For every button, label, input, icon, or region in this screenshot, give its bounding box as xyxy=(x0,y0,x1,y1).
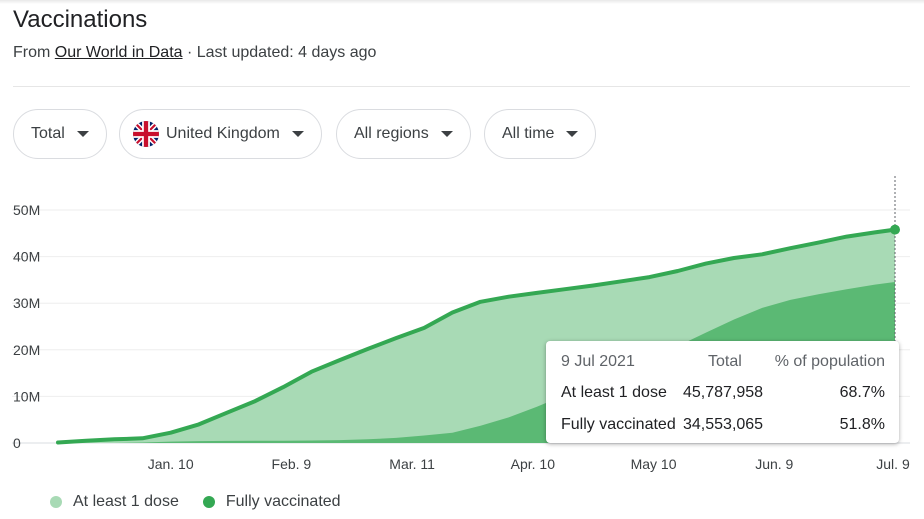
x-tick-label: Mar. 11 xyxy=(389,456,435,472)
chevron-down-icon xyxy=(76,131,89,137)
source-link[interactable]: Our World in Data xyxy=(54,44,183,61)
y-tick-label: 0 xyxy=(13,435,21,451)
top-shadow xyxy=(0,0,924,4)
legend-label: Fully vaccinated xyxy=(225,493,341,510)
country-dropdown-label: United Kingdom xyxy=(166,125,280,142)
chevron-down-icon xyxy=(291,131,304,137)
y-tick-label: 50M xyxy=(13,202,40,218)
x-tick-label: Apr. 10 xyxy=(511,456,556,472)
legend-item-at-least-one-dose[interactable]: At least 1 dose xyxy=(50,493,179,511)
line-at-least-one-dose xyxy=(56,227,897,445)
tooltip-pct-header: % of population xyxy=(774,353,885,370)
chart-legend: At least 1 dose Fully vaccinated xyxy=(50,493,365,511)
x-tick-label: Jan. 10 xyxy=(148,456,194,472)
source-prefix: From xyxy=(13,44,55,61)
last-updated: · Last updated: 4 days ago xyxy=(182,44,377,61)
page-title: Vaccinations xyxy=(13,6,148,33)
y-axis-labels: 0 10M 20M 30M 40M 50M xyxy=(13,202,40,451)
uk-flag-icon xyxy=(133,121,159,147)
y-tick-label: 40M xyxy=(13,249,40,265)
hover-point xyxy=(890,224,900,235)
time-range-dropdown[interactable]: All time xyxy=(484,109,597,159)
legend-label: At least 1 dose xyxy=(73,493,179,510)
region-dropdown-label: All regions xyxy=(354,125,429,142)
data-tooltip: 9 Jul 2021 Total % of population At leas… xyxy=(546,341,899,443)
tooltip-row-pct: 51.8% xyxy=(839,416,885,433)
y-tick-label: 10M xyxy=(13,388,40,404)
legend-swatch xyxy=(50,496,62,508)
header-divider xyxy=(13,86,910,87)
tooltip-date: 9 Jul 2021 xyxy=(561,353,635,370)
region-dropdown[interactable]: All regions xyxy=(336,109,471,159)
tooltip-row-pct: 68.7% xyxy=(839,384,885,401)
x-axis-labels: Jan. 10 Feb. 9 Mar. 11 Apr. 10 May 10 Jun. 9 J… xyxy=(148,456,910,472)
y-tick-label: 30M xyxy=(13,295,40,311)
time-range-dropdown-label: All time xyxy=(502,125,555,142)
source-line: From Our World in Data · Last updated: 4… xyxy=(13,43,376,63)
chevron-down-icon xyxy=(440,131,453,137)
tooltip-row-label: At least 1 dose xyxy=(561,384,667,401)
x-tick-label: Jun. 9 xyxy=(755,456,793,472)
y-tick-label: 20M xyxy=(13,342,40,358)
tooltip-total-header: Total xyxy=(708,353,742,370)
tooltip-row-total: 45,787,958 xyxy=(683,384,764,401)
country-dropdown[interactable]: United Kingdom xyxy=(119,109,322,159)
tooltip-row-total: 34,553,065 xyxy=(683,416,764,433)
legend-swatch xyxy=(202,496,215,508)
metric-dropdown-label: Total xyxy=(31,125,65,142)
legend-item-fully-vaccinated[interactable]: Fully vaccinated xyxy=(202,493,341,511)
chevron-down-icon xyxy=(566,131,579,137)
x-tick-label: Feb. 9 xyxy=(272,456,312,472)
x-tick-label: May 10 xyxy=(631,456,677,472)
metric-dropdown[interactable]: Total xyxy=(13,109,107,159)
hover-cursor xyxy=(890,176,900,443)
x-tick-label: Jul. 9 xyxy=(876,456,910,472)
tooltip-row-label: Fully vaccinated xyxy=(561,416,676,433)
